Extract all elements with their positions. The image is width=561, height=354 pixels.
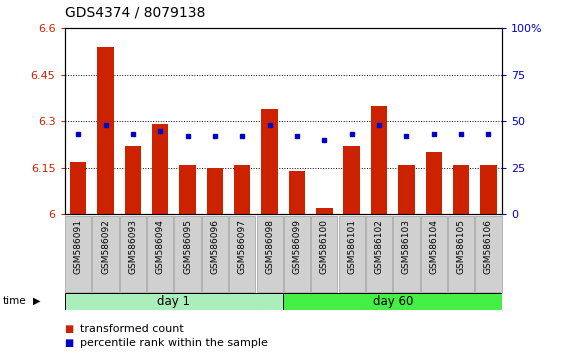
- Text: GSM586102: GSM586102: [375, 219, 384, 274]
- Text: ■: ■: [65, 338, 73, 348]
- Bar: [316, 208, 333, 214]
- Text: GSM586092: GSM586092: [101, 219, 110, 274]
- Bar: [366, 216, 392, 292]
- Bar: [421, 216, 447, 292]
- Bar: [425, 152, 442, 214]
- Text: percentile rank within the sample: percentile rank within the sample: [80, 338, 268, 348]
- Text: day 60: day 60: [373, 295, 413, 308]
- Text: transformed count: transformed count: [80, 324, 184, 333]
- Bar: [393, 216, 420, 292]
- Bar: [343, 146, 360, 214]
- Bar: [125, 146, 141, 214]
- Text: GSM586103: GSM586103: [402, 219, 411, 274]
- Text: GSM586101: GSM586101: [347, 219, 356, 274]
- Bar: [119, 216, 146, 292]
- Text: GSM586093: GSM586093: [128, 219, 137, 274]
- Text: GSM586097: GSM586097: [238, 219, 247, 274]
- Text: time: time: [3, 296, 26, 306]
- Bar: [261, 109, 278, 214]
- Text: GSM586091: GSM586091: [73, 219, 82, 274]
- Text: GSM586098: GSM586098: [265, 219, 274, 274]
- Bar: [283, 293, 502, 310]
- Bar: [98, 47, 114, 214]
- Text: GSM586106: GSM586106: [484, 219, 493, 274]
- Text: GSM586100: GSM586100: [320, 219, 329, 274]
- Bar: [256, 216, 283, 292]
- Bar: [147, 216, 173, 292]
- Text: GSM586095: GSM586095: [183, 219, 192, 274]
- Bar: [338, 216, 365, 292]
- Bar: [234, 165, 250, 214]
- Bar: [284, 216, 310, 292]
- Bar: [70, 161, 86, 214]
- Bar: [93, 216, 119, 292]
- Bar: [398, 165, 415, 214]
- Bar: [371, 106, 387, 214]
- Bar: [289, 171, 305, 214]
- Bar: [65, 216, 91, 292]
- Bar: [480, 165, 496, 214]
- Bar: [65, 293, 283, 310]
- Text: GSM586104: GSM586104: [429, 219, 438, 274]
- Bar: [229, 216, 255, 292]
- Text: day 1: day 1: [158, 295, 190, 308]
- Text: GSM586096: GSM586096: [210, 219, 219, 274]
- Text: GSM586094: GSM586094: [156, 219, 165, 274]
- Text: GSM586105: GSM586105: [457, 219, 466, 274]
- Bar: [475, 216, 502, 292]
- Bar: [453, 165, 469, 214]
- Text: GDS4374 / 8079138: GDS4374 / 8079138: [65, 5, 205, 19]
- Bar: [174, 216, 201, 292]
- Text: ▶: ▶: [33, 296, 40, 306]
- Bar: [311, 216, 338, 292]
- Text: ■: ■: [65, 324, 73, 333]
- Bar: [180, 165, 196, 214]
- Bar: [152, 124, 168, 214]
- Bar: [206, 168, 223, 214]
- Text: GSM586099: GSM586099: [292, 219, 301, 274]
- Bar: [448, 216, 474, 292]
- Bar: [202, 216, 228, 292]
